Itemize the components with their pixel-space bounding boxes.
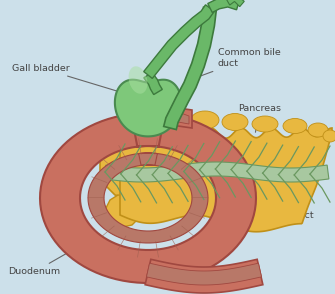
Ellipse shape	[222, 113, 248, 131]
Text: Pancreatic duct: Pancreatic duct	[240, 175, 314, 220]
Polygon shape	[105, 195, 145, 228]
Ellipse shape	[191, 111, 219, 129]
Polygon shape	[144, 5, 214, 78]
Polygon shape	[152, 112, 189, 124]
Ellipse shape	[252, 116, 278, 132]
Polygon shape	[115, 80, 181, 136]
Polygon shape	[100, 120, 148, 198]
Polygon shape	[120, 128, 332, 232]
Polygon shape	[40, 113, 256, 283]
Polygon shape	[145, 259, 263, 293]
Polygon shape	[88, 153, 208, 243]
Ellipse shape	[283, 118, 307, 133]
Ellipse shape	[131, 119, 159, 137]
Ellipse shape	[308, 123, 328, 137]
Polygon shape	[144, 72, 162, 95]
Polygon shape	[146, 263, 262, 285]
Text: Gall bladder: Gall bladder	[12, 64, 127, 94]
Text: Pancreas: Pancreas	[238, 103, 281, 132]
Ellipse shape	[323, 130, 335, 142]
Polygon shape	[164, 7, 216, 130]
Ellipse shape	[129, 66, 147, 94]
Polygon shape	[148, 108, 192, 130]
Ellipse shape	[162, 113, 188, 131]
Text: Common bile
duct: Common bile duct	[198, 48, 281, 77]
Polygon shape	[208, 0, 240, 12]
Polygon shape	[104, 162, 329, 182]
Text: Duodenum: Duodenum	[8, 241, 87, 276]
Polygon shape	[226, 0, 244, 7]
